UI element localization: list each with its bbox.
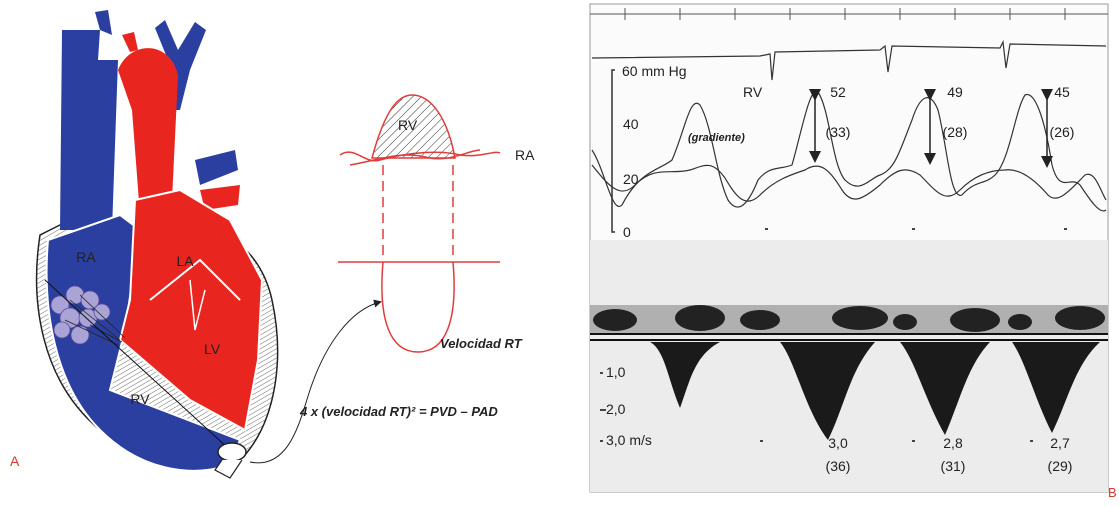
waveform-label: RV	[398, 117, 418, 133]
pressure-scale: 0	[623, 224, 631, 240]
pressure-scale: 40	[623, 116, 639, 132]
peak-pressure: 52	[830, 84, 846, 100]
velocity-scale: 1,0	[606, 364, 626, 380]
panel-label: B	[1108, 485, 1117, 500]
velocity-gradient: (29)	[1048, 458, 1073, 474]
heart-label: RA	[76, 249, 96, 265]
heart-label: LV	[204, 341, 221, 357]
velocity-gradient: (36)	[826, 458, 851, 474]
heart: RA LA LV RV	[35, 10, 382, 479]
recording	[589, 3, 1109, 493]
peak-gradient: (26)	[1050, 124, 1075, 140]
waveform-label: RA	[515, 147, 535, 163]
heart-label: LA	[176, 253, 194, 269]
peak-velocity: 3,0	[828, 435, 848, 451]
pressure-scale: 20	[623, 171, 639, 187]
peaks: 52 (33) 49 (28) 45 (26) 3,0 (36) 2,8 (31) 2,7 (29)	[826, 84, 1075, 474]
panel-label: A	[10, 453, 20, 469]
peak-pressure: 49	[947, 84, 963, 100]
velocity-scale: 3,0 m/s	[606, 432, 652, 448]
formula: 4 x (velocidad RT)² = PVD – PAD	[299, 404, 498, 419]
peak-gradient: (28)	[943, 124, 968, 140]
waveform-schematic	[338, 94, 501, 353]
peak-velocity: 2,7	[1050, 435, 1070, 451]
gradient-label: (gradiente)	[688, 132, 745, 144]
velocity-label: Velocidad RT	[440, 336, 523, 351]
rv-label: RV	[743, 84, 763, 100]
pressure-scale: 60 mm Hg	[622, 63, 687, 79]
peak-pressure: 45	[1054, 84, 1070, 100]
heart-label: RV	[130, 391, 150, 407]
peak-gradient: (33)	[826, 124, 851, 140]
velocity-gradient: (31)	[941, 458, 966, 474]
peak-velocity: 2,8	[943, 435, 963, 451]
velocity-scale: 2,0	[606, 401, 626, 417]
